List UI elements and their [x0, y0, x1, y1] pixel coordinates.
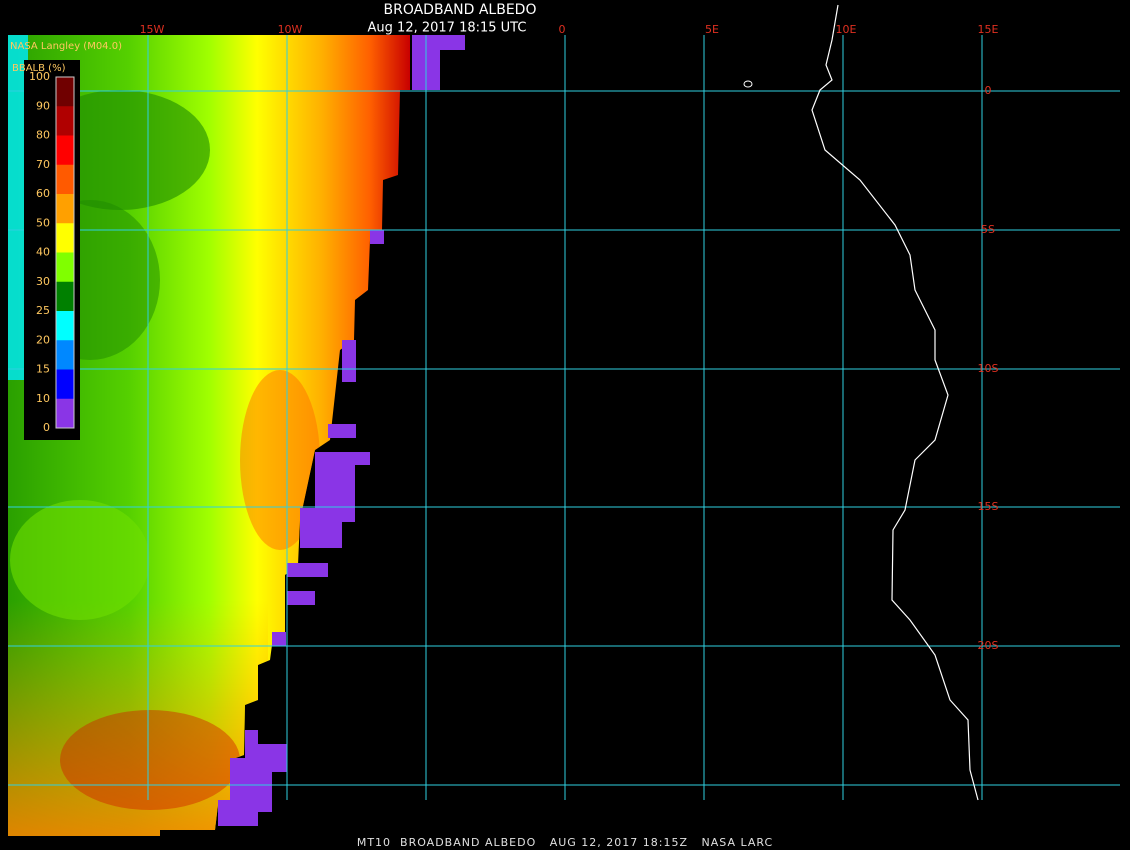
latitude-label: 20S — [978, 639, 999, 652]
patch — [370, 230, 384, 244]
patch — [218, 730, 287, 826]
colorbar-segment — [56, 369, 74, 400]
colorbar-segment — [56, 223, 74, 253]
colorbar-label: 15 — [36, 363, 50, 376]
colorbar-label: 20 — [36, 333, 50, 346]
producer: NASA Langley (M04.0) — [10, 41, 122, 52]
longitude-label: 10W — [278, 23, 303, 36]
island — [743, 80, 753, 88]
patch — [315, 452, 370, 508]
colorbar-label: 10 — [36, 392, 50, 405]
longitude-label: 5E — [705, 23, 719, 36]
colorbar-label: 100 — [29, 70, 50, 83]
patch — [300, 508, 355, 548]
colorbar-segment — [56, 77, 74, 107]
legend-title: BBALB (%) — [12, 63, 66, 74]
patch — [287, 591, 315, 605]
longitude-label: 0 — [559, 23, 566, 36]
colorbar-label: 60 — [36, 187, 50, 200]
colorbar-segment — [56, 135, 74, 166]
colorbar-label: 25 — [36, 304, 50, 317]
latitude-label: 10S — [978, 362, 999, 375]
coastline — [811, 4, 979, 801]
albedo-patch — [240, 370, 320, 550]
patch — [342, 340, 356, 382]
latitude-label: 5S — [981, 223, 995, 236]
footer: MT10 BROADBAND ALBEDO AUG 12, 2017 18:15… — [357, 836, 773, 849]
colorbar-segment — [56, 106, 74, 136]
colorbar-segment — [56, 194, 74, 224]
longitude-labels: 15W 10W 0 5E 10E 15E — [140, 23, 999, 36]
albedo-edge — [8, 35, 28, 380]
colorbar-label: 80 — [36, 129, 50, 142]
colorbar-label: 40 — [36, 246, 50, 259]
graticule — [8, 35, 1120, 800]
patch — [272, 632, 286, 646]
colorbar-segment — [56, 164, 74, 195]
albedo-low-region — [8, 600, 268, 836]
colorbar-segment — [56, 340, 74, 370]
longitude-label: 15E — [978, 23, 999, 36]
colorbar-frame — [55, 76, 75, 429]
albedo-patch — [10, 500, 150, 620]
title: BROADBAND ALBEDO — [384, 2, 537, 18]
colorbar-segment — [56, 252, 74, 283]
colorbar-segment — [56, 398, 74, 429]
subtitle: Aug 12, 2017 18:15 UTC — [368, 21, 527, 36]
colorbar-label: 90 — [36, 99, 50, 112]
colorbar-label: 50 — [36, 216, 50, 229]
albedo-patch — [60, 710, 240, 810]
latitude-labels: 0 5S 10S 15S 20S — [978, 84, 999, 652]
low-albedo-patches — [218, 35, 465, 826]
patch — [287, 563, 328, 577]
latitude-label: 0 — [985, 84, 992, 97]
longitude-label: 15W — [140, 23, 165, 36]
colorbar-label: 70 — [36, 158, 50, 171]
latitude-label: 15S — [978, 500, 999, 513]
longitude-label: 10E — [836, 23, 857, 36]
colorbar-segment — [56, 311, 74, 341]
patch — [412, 35, 465, 90]
colorbar-label: 30 — [36, 275, 50, 288]
patch — [328, 424, 356, 438]
colorbar-segment — [56, 281, 74, 312]
colorbar-label: 0 — [43, 421, 50, 434]
